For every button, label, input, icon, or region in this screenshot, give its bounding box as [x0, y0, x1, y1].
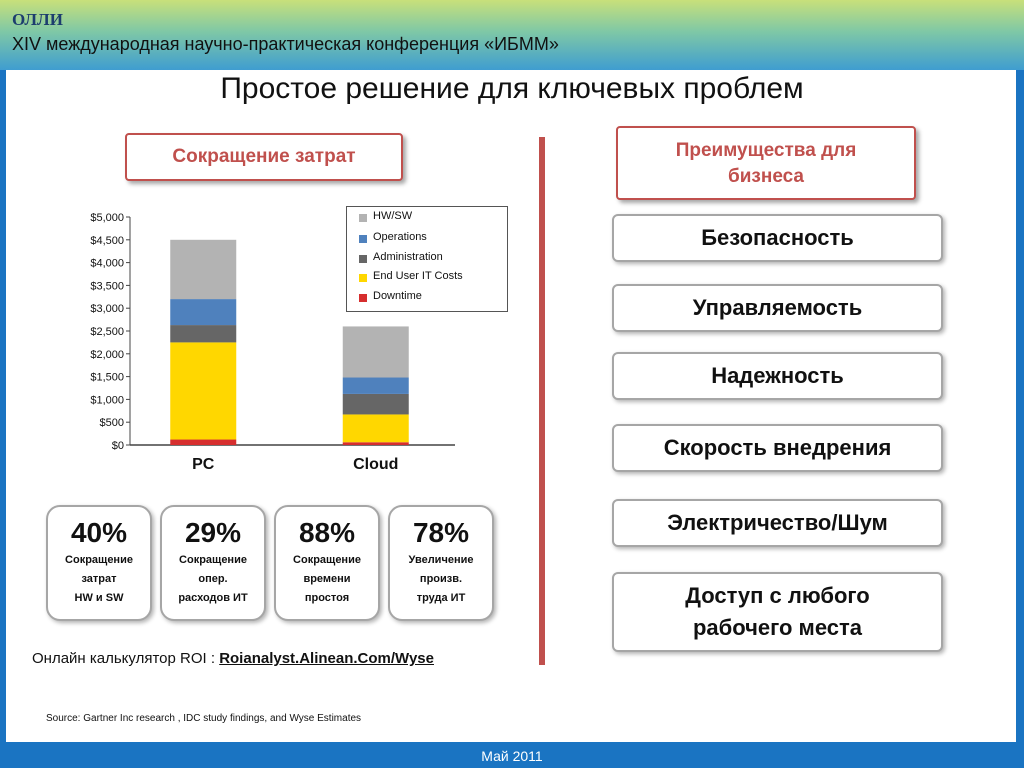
- bar-pc-operations: [170, 299, 237, 326]
- y-tick-label: $500: [100, 417, 124, 429]
- stat-opex: 29% Сокращение опер. расходов ИТ: [160, 505, 266, 621]
- bar-pc-end-user-it-costs: [170, 342, 237, 440]
- benefit-remote-access: Доступ с любого рабочего места: [612, 572, 943, 652]
- legend-administration: Administration: [359, 251, 443, 263]
- y-tick-label: $5,000: [90, 212, 124, 224]
- roi-link[interactable]: Roianalyst.Alinean.Com/Wyse: [219, 650, 434, 667]
- benefit-manageability: Управляемость: [612, 284, 943, 332]
- conference-title: XIV международная научно-практическая ко…: [12, 34, 559, 54]
- footer-bar: [0, 742, 1024, 768]
- benefit-deployment-speed: Скорость внедрения: [612, 424, 943, 472]
- y-tick-label: $4,000: [90, 258, 124, 270]
- source-note: Source: Gartner Inc research , IDC study…: [46, 713, 362, 724]
- bar-cloud-operations: [342, 377, 409, 394]
- y-tick-label: $1,500: [90, 372, 124, 384]
- slide-title: Простое решение для ключевых проблем: [220, 72, 804, 105]
- y-tick-label: $2,500: [90, 326, 124, 338]
- benefit-power-noise: Электричество/Шум: [612, 499, 943, 547]
- header-bar: ОЛЛИ XIV международная научно-практическ…: [0, 0, 1024, 70]
- bar-cloud-end-user-it-costs: [342, 414, 409, 443]
- footer-date: Май 2011: [481, 748, 543, 764]
- bar-pc-administration: [170, 325, 237, 343]
- y-tick-label: $1,000: [90, 394, 124, 406]
- organization-name: ОЛЛИ: [12, 10, 63, 29]
- chart-legend: HW/SW Operations Administration End User…: [346, 206, 508, 312]
- y-tick-label: $2,000: [90, 349, 124, 361]
- bar-cloud-administration: [342, 393, 409, 415]
- bar-pc-downtime: [170, 439, 237, 445]
- cost-reduction-heading: Сокращение затрат: [125, 133, 403, 181]
- vertical-divider: [539, 137, 545, 665]
- roi-calculator: Онлайн калькулятор ROI : Roianalyst.Alin…: [32, 650, 434, 667]
- cost-chart: $0 $500 $1,000 $1,500 $2,000 $2,500 $3,000 $3,5…: [90, 212, 455, 473]
- roi-label: Онлайн калькулятор ROI :: [32, 650, 220, 667]
- y-tick-label: $3,000: [90, 303, 124, 315]
- legend-operations: Operations: [359, 231, 427, 243]
- stat-hw-sw: 40% Сокращение затрат HW и SW: [46, 505, 152, 621]
- stat-productivity: 78% Увеличение произв. труда ИТ: [388, 505, 494, 621]
- legend-hw-sw: HW/SW: [359, 210, 412, 222]
- legend-end-user: End User IT Costs: [359, 270, 463, 282]
- legend-downtime: Downtime: [359, 290, 422, 302]
- bar-pc-hw-sw: [170, 239, 237, 300]
- y-tick-label: $0: [112, 440, 124, 452]
- x-tick-label: Cloud: [353, 456, 398, 473]
- bar-cloud-hw-sw: [342, 326, 409, 378]
- bar-cloud-downtime: [342, 442, 409, 445]
- y-tick-label: $4,500: [90, 235, 124, 247]
- stat-downtime: 88% Сокращение времени простоя: [274, 505, 380, 621]
- business-benefits-heading: Преимущества для бизнеса: [616, 126, 916, 200]
- x-tick-label: PC: [192, 456, 215, 473]
- benefit-security: Безопасность: [612, 214, 943, 262]
- benefit-reliability: Надежность: [612, 352, 943, 400]
- y-tick-label: $3,500: [90, 280, 124, 292]
